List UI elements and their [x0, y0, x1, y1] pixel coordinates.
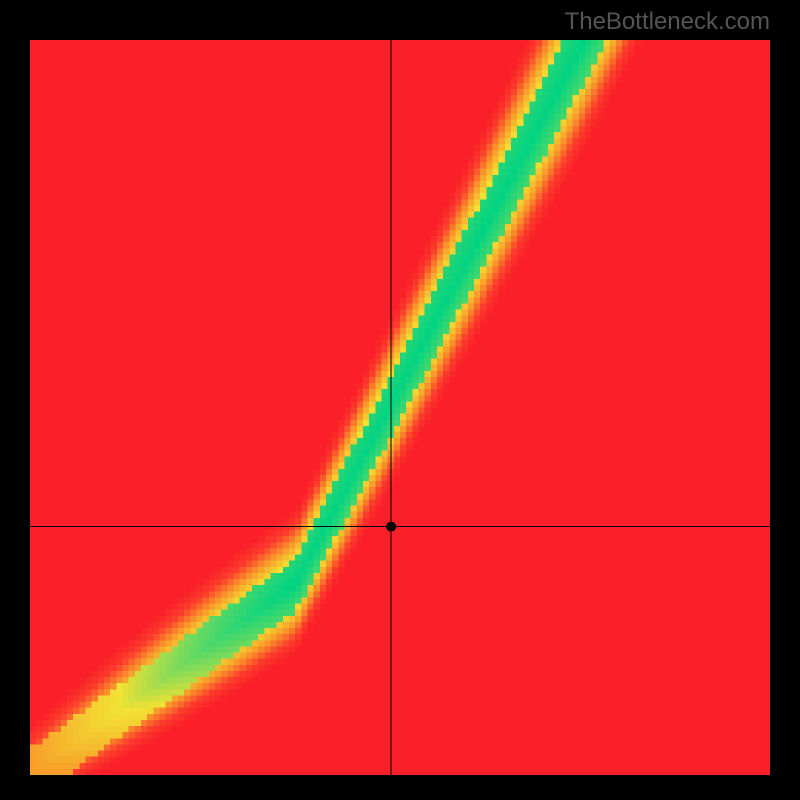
bottleneck-heatmap [30, 40, 770, 775]
watermark-text: TheBottleneck.com [565, 8, 770, 36]
chart-container: TheBottleneck.com [0, 0, 800, 800]
